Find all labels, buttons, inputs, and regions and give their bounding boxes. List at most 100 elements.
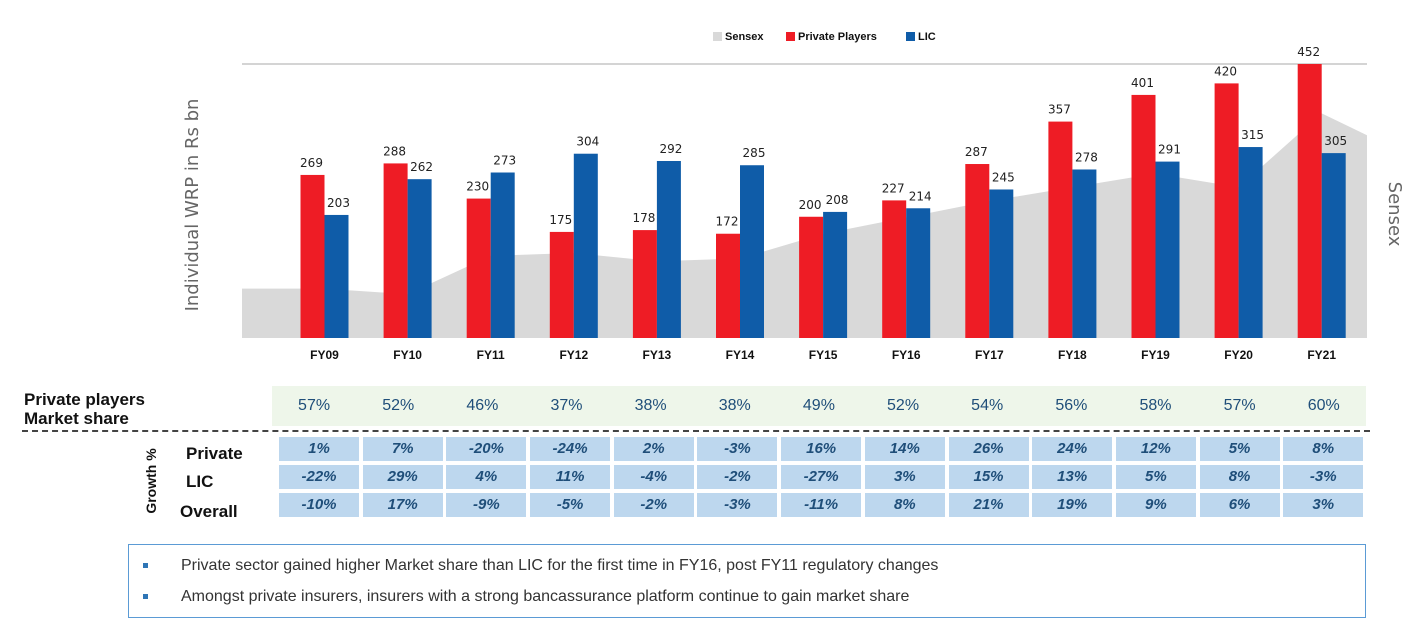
growth-cell: -3% — [697, 493, 778, 517]
market-share-cell: 58% — [1139, 397, 1172, 414]
growth-cell: 14% — [864, 437, 945, 461]
bar-label-lic-fy10: 262 — [410, 160, 433, 174]
market-share-cell: 37% — [550, 397, 583, 414]
bullet-icon — [143, 563, 148, 568]
x-tick-fy19: FY19 — [1141, 348, 1170, 362]
bar-label-private-fy20: 420 — [1214, 64, 1237, 78]
bar-lic-fy10 — [407, 179, 432, 338]
bar-lic-fy20 — [1238, 147, 1263, 338]
bar-label-lic-fy09: 203 — [327, 196, 350, 210]
bar-label-private-fy18: 357 — [1048, 103, 1071, 117]
x-tick-fy10: FY10 — [393, 348, 422, 362]
bar-label-private-fy21: 452 — [1297, 45, 1320, 59]
bar-private-fy10 — [383, 163, 408, 338]
growth-cell: 21% — [948, 493, 1029, 517]
market-share-label-line1: Private players — [24, 390, 145, 409]
growth-row-overall: -10% 17% -9% -5% -2% -3% -11% 8% 21% 19% 9% 6% 3% — [279, 493, 1367, 517]
market-share-cell: 52% — [382, 397, 415, 414]
growth-cell: -9% — [446, 493, 527, 517]
growth-cell: -4% — [613, 465, 694, 489]
x-tick-fy20: FY20 — [1224, 348, 1253, 362]
legend-label-2: LIC — [918, 31, 936, 43]
growth-cell: 24% — [1032, 437, 1113, 461]
growth-cell: 17% — [362, 493, 443, 517]
bar-label-lic-fy17: 245 — [992, 170, 1015, 184]
growth-row-label-lic: LIC — [186, 472, 214, 491]
bar-lic-fy17 — [989, 189, 1014, 338]
growth-cell: -22% — [279, 465, 359, 489]
growth-cell: 2% — [613, 437, 694, 461]
x-tick-fy14: FY14 — [726, 348, 755, 362]
market-share-cell: 46% — [466, 397, 499, 414]
bar-lic-fy09 — [324, 214, 349, 338]
bar-label-lic-fy12: 304 — [576, 135, 599, 149]
bar-private-fy18 — [1048, 121, 1073, 338]
x-tick-fy11: FY11 — [477, 348, 505, 362]
growth-cell: 26% — [948, 437, 1029, 461]
bar-private-fy14 — [716, 233, 740, 338]
bullet-icon — [143, 594, 148, 599]
note-2: Amongst private insurers, insurers with … — [181, 588, 910, 605]
market-share-cell: 38% — [634, 397, 667, 414]
market-share-cell: 57% — [298, 397, 331, 414]
market-share-cell: 60% — [1307, 397, 1340, 414]
market-share-row: 57% 52% 46% 37% 38% 38% 49% 52% 54% 56% 58% 57% 60% — [272, 386, 1366, 426]
bar-private-fy13 — [632, 230, 657, 338]
x-tick-fy12: FY12 — [559, 348, 588, 362]
growth-cell: 8% — [1199, 465, 1280, 489]
bar-private-fy20 — [1214, 83, 1239, 339]
x-tick-fy18: FY18 — [1058, 348, 1087, 362]
bar-private-fy17 — [965, 164, 990, 338]
bar-label-lic-fy13: 292 — [659, 142, 682, 156]
growth-row-label-private: Private — [186, 444, 243, 463]
growth-cell: -5% — [530, 493, 611, 517]
legend-swatch-1 — [786, 32, 795, 41]
legend-swatch-2 — [906, 32, 915, 41]
legend-label-1: Private Players — [798, 31, 877, 43]
growth-cell: 19% — [1032, 493, 1113, 517]
bar-private-fy21 — [1297, 64, 1322, 338]
bar-private-fy12 — [549, 231, 574, 338]
bar-label-private-fy09: 269 — [300, 156, 323, 170]
bar-lic-fy21 — [1321, 153, 1346, 338]
growth-cell: 1% — [279, 437, 359, 461]
growth-cell: 5% — [1115, 465, 1196, 489]
bar-label-lic-fy14: 285 — [743, 146, 766, 160]
growth-cell: 11% — [530, 465, 611, 489]
bar-label-lic-fy18: 278 — [1075, 150, 1098, 164]
bar-label-lic-fy20: 315 — [1241, 128, 1264, 142]
bar-label-private-fy10: 288 — [383, 144, 406, 158]
bar-label-lic-fy11: 273 — [493, 154, 516, 168]
bar-label-private-fy16: 227 — [882, 181, 905, 195]
growth-cell: 8% — [864, 493, 945, 517]
growth-cell: 9% — [1115, 493, 1196, 517]
market-share-cell: 56% — [1055, 397, 1088, 414]
growth-cell: 4% — [446, 465, 527, 489]
growth-cell: 5% — [1199, 437, 1280, 461]
bar-lic-fy11 — [490, 172, 515, 338]
market-share-cell: 54% — [971, 397, 1004, 414]
growth-cell: -10% — [279, 493, 359, 517]
growth-cell: -3% — [697, 437, 778, 461]
growth-cell: -11% — [781, 493, 862, 517]
x-tick-fy13: FY13 — [643, 348, 672, 362]
growth-cell: -3% — [1283, 465, 1364, 489]
growth-cell: 16% — [781, 437, 862, 461]
bar-lic-fy16 — [906, 208, 931, 338]
bar-private-fy11 — [466, 198, 491, 338]
bar-lic-fy13 — [656, 160, 681, 338]
bar-label-private-fy11: 230 — [466, 180, 489, 194]
growth-cell: -2% — [697, 465, 778, 489]
y-axis-title: Individual WRP in Rs bn — [182, 99, 203, 312]
bar-label-private-fy12: 175 — [549, 213, 572, 227]
y2-axis-title: Sensex — [1384, 182, 1405, 247]
bar-private-fy09 — [300, 174, 325, 338]
bar-label-private-fy17: 287 — [965, 145, 988, 159]
growth-cell: 29% — [362, 465, 443, 489]
growth-cell: 6% — [1199, 493, 1280, 517]
dashed-divider — [22, 430, 1370, 432]
growth-cell: 12% — [1115, 437, 1196, 461]
bar-lic-fy19 — [1155, 161, 1180, 338]
bar-label-lic-fy15: 208 — [826, 193, 849, 207]
bar-label-private-fy13: 178 — [632, 211, 655, 225]
